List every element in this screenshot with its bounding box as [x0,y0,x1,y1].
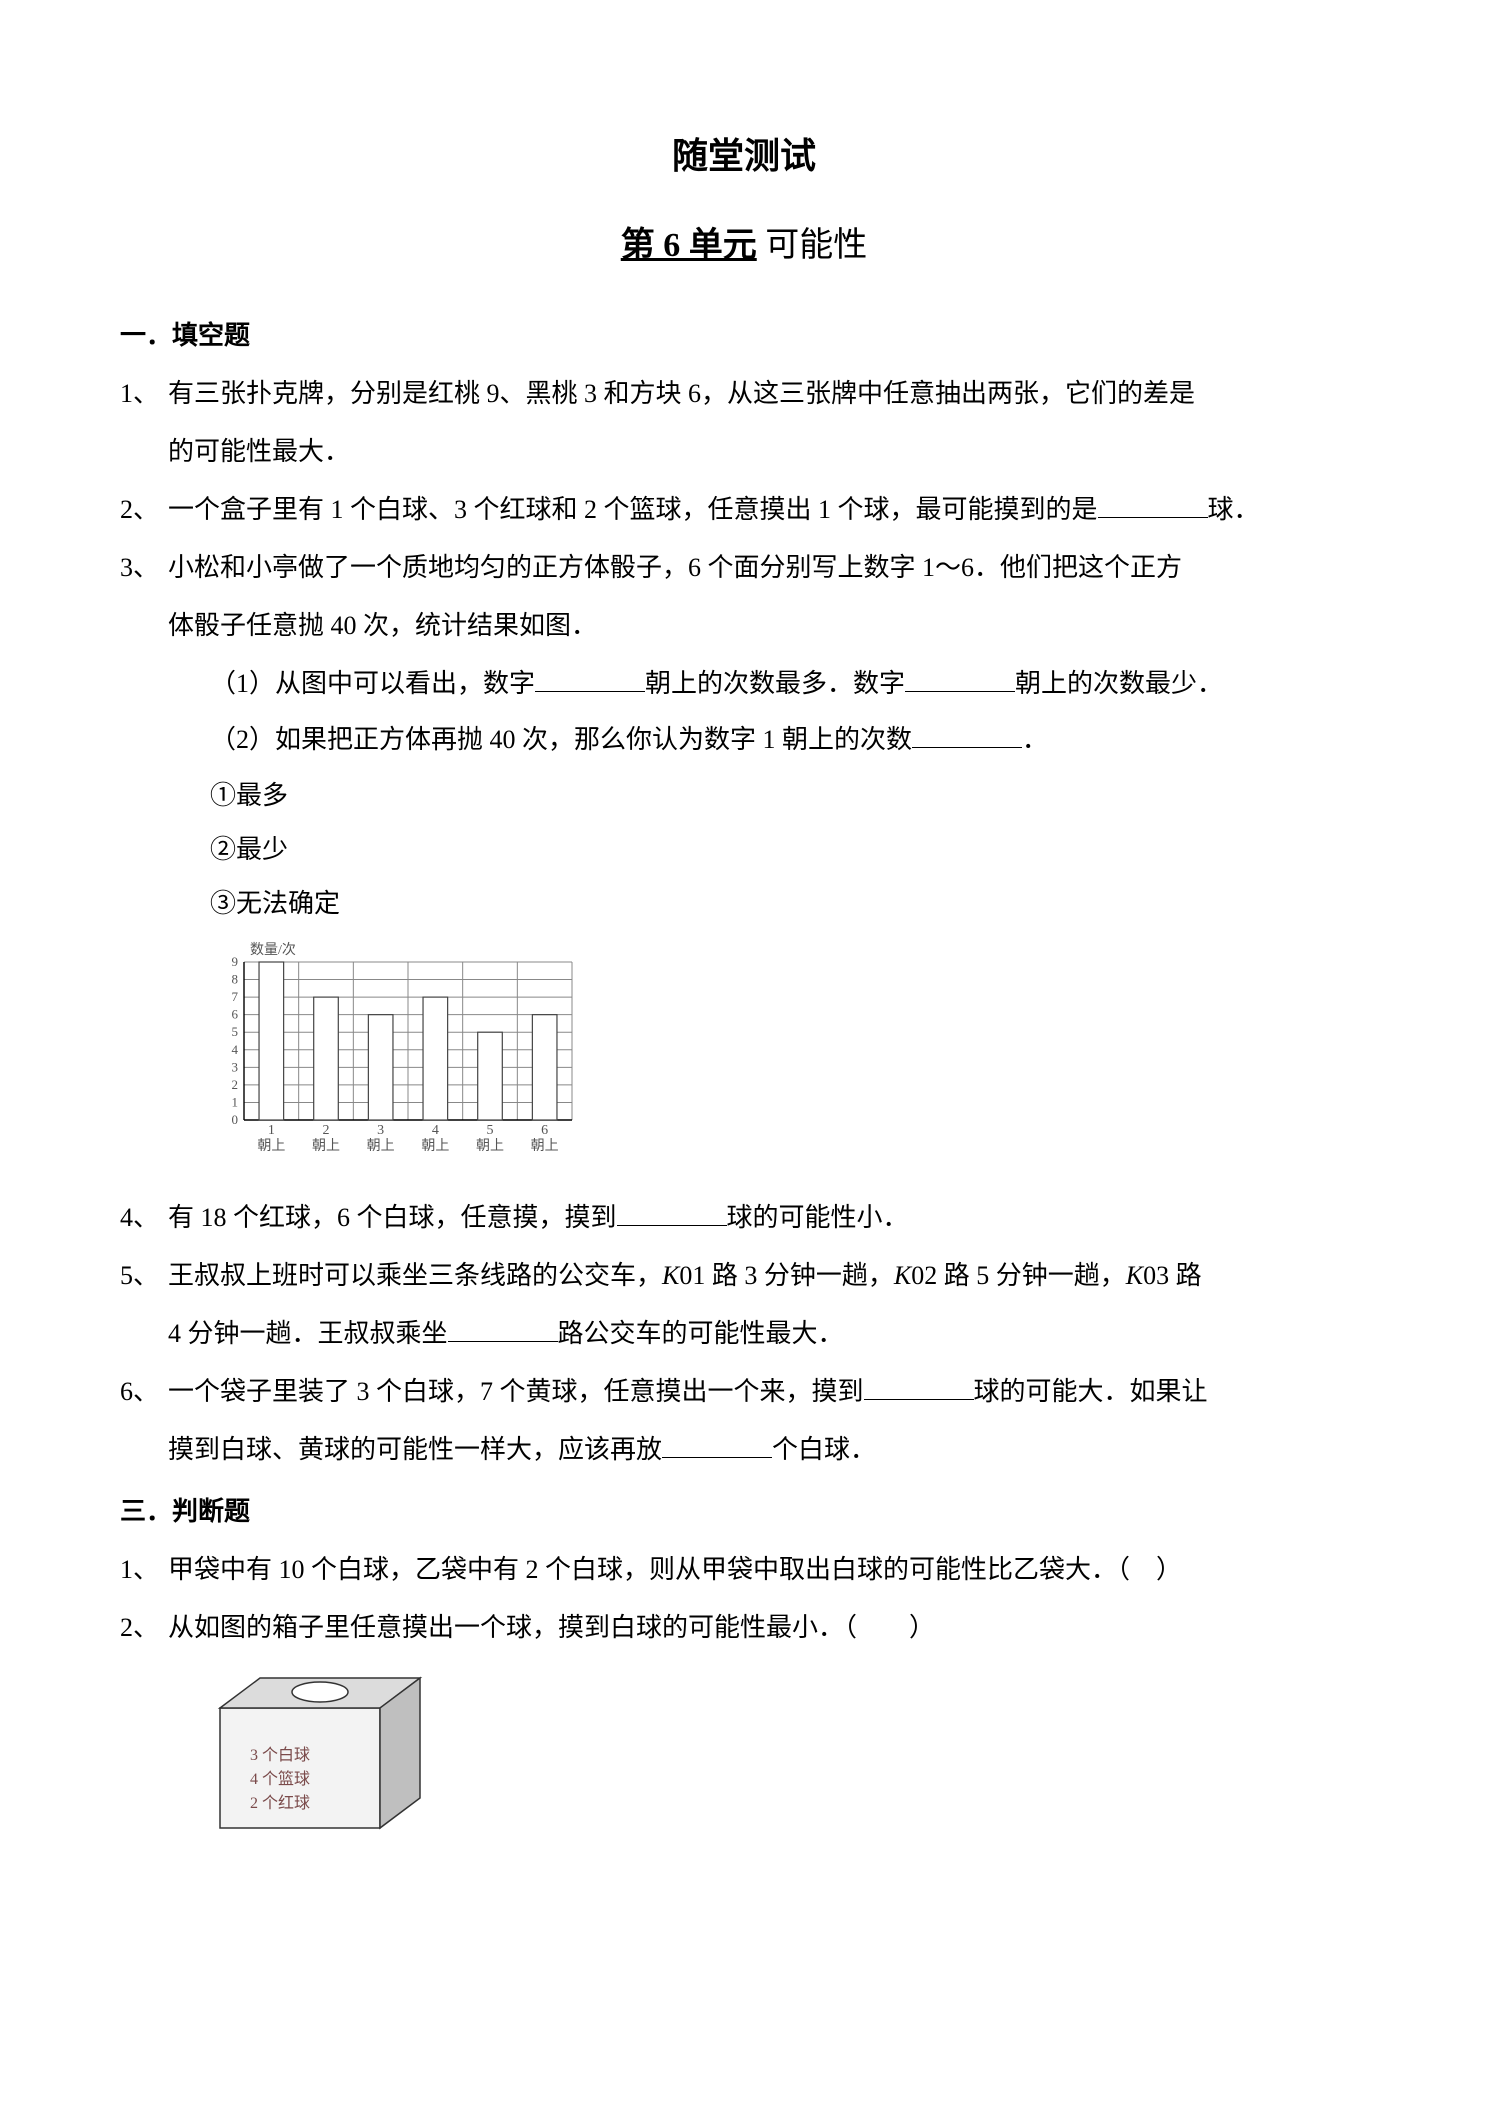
svg-text:朝上: 朝上 [421,1138,449,1154]
bar-chart-svg: 数量/次01234567891朝上2朝上3朝上4朝上5朝上6朝上 [210,940,580,1160]
q5-text-c: 02 路 5 分钟一趟， [911,1261,1126,1290]
q5-k2: K [894,1261,911,1290]
j1-text: 甲袋中有 10 个白球，乙袋中有 2 个白球，则从甲袋中取出白球的可能性比乙袋大… [168,1555,1182,1584]
svg-text:9: 9 [232,954,239,969]
q6-text-b: 球的可能大．如果让 [974,1377,1208,1406]
q5-cont: 4 分钟一趟．王叔叔乘坐 路公交车的可能性最大． [120,1308,1368,1360]
svg-text:1: 1 [232,1094,239,1109]
svg-text:3: 3 [232,1059,239,1074]
q3-opt3: ③无法确定 [120,878,1368,930]
svg-text:3 个白球: 3 个白球 [250,1746,310,1764]
svg-text:数量/次: 数量/次 [250,942,296,958]
q5-text-a: 王叔叔上班时可以乘坐三条线路的公交车， [168,1261,662,1290]
j2-text: 从如图的箱子里任意摸出一个球，摸到白球的可能性最小．（ ） [168,1613,935,1642]
q5-blank[interactable] [448,1316,558,1342]
svg-text:朝上: 朝上 [367,1138,395,1154]
page-title: 随堂测试 [120,120,1368,192]
question-4: 4、 有 18 个红球，6 个白球，任意摸，摸到 球的可能性小． [120,1192,1368,1244]
q1-text-a: 有三张扑克牌，分别是红桃 9、黑桃 3 和方块 6，从这三张牌中任意抽出两张，它… [168,379,1195,408]
q3-cont: 体骰子任意抛 40 次，统计结果如图． [120,600,1368,652]
q3-sub1-b: 朝上的次数最多．数字 [645,669,905,698]
q3-sub2-a: （2）如果把正方体再抛 40 次，那么你认为数字 1 朝上的次数 [210,725,912,754]
q3-text-b: 体骰子任意抛 40 次，统计结果如图． [168,611,597,640]
svg-text:6: 6 [541,1123,548,1138]
q6-number: 6、 [120,1366,159,1418]
q6-text-d: 个白球． [772,1435,876,1464]
q6-text-a: 一个袋子里装了 3 个白球，7 个黄球，任意摸出一个来，摸到 [168,1377,864,1406]
judge-2: 2、 从如图的箱子里任意摸出一个球，摸到白球的可能性最小．（ ） [120,1602,1368,1654]
q6-text-c: 摸到白球、黄球的可能性一样大，应该再放 [168,1435,662,1464]
q3-sub1: （1）从图中可以看出，数字 朝上的次数最多．数字 朝上的次数最少． [120,658,1368,710]
box-svg: 3 个白球 4 个篮球 2 个红球 [210,1668,430,1838]
svg-text:3: 3 [377,1123,384,1138]
j2-number: 2、 [120,1602,159,1654]
q3-text-a: 小松和小亭做了一个质地均匀的正方体骰子，6 个面分别写上数字 1～6．他们把这个… [168,553,1182,582]
box-figure: 3 个白球 4 个篮球 2 个红球 [120,1668,1368,1856]
q5-text-b: 01 路 3 分钟一趟， [679,1261,894,1290]
svg-text:4 个篮球: 4 个篮球 [250,1770,310,1788]
q6-blank-2[interactable] [662,1432,772,1458]
topic-label: 可能性 [757,227,868,264]
q6-cont: 摸到白球、黄球的可能性一样大，应该再放 个白球． [120,1424,1368,1476]
svg-text:5: 5 [487,1123,494,1138]
svg-text:1: 1 [268,1123,275,1138]
q3-sub2: （2）如果把正方体再抛 40 次，那么你认为数字 1 朝上的次数 ． [120,714,1368,766]
q3-sub2-b: ． [1022,725,1048,754]
svg-text:7: 7 [232,989,239,1004]
q1-cont: 的可能性最大． [120,426,1368,478]
q5-text-d: 03 路 [1143,1261,1202,1290]
judge-1: 1、 甲袋中有 10 个白球，乙袋中有 2 个白球，则从甲袋中取出白球的可能性比… [120,1544,1368,1596]
svg-text:朝上: 朝上 [257,1138,285,1154]
svg-text:2 个红球: 2 个红球 [250,1794,310,1812]
q2-text-a: 一个盒子里有 1 个白球、3 个红球和 2 个篮球，任意摸出 1 个球，最可能摸… [168,495,1098,524]
question-5: 5、 王叔叔上班时可以乘坐三条线路的公交车，K01 路 3 分钟一趟，K02 路… [120,1250,1368,1302]
svg-text:5: 5 [232,1024,239,1039]
q1-text-b: 的可能性最大． [168,437,350,466]
section-3-heading: 三．判断题 [120,1486,1368,1538]
q5-number: 5、 [120,1250,159,1302]
q3-blank-2[interactable] [905,666,1015,692]
svg-text:朝上: 朝上 [531,1138,559,1154]
svg-text:2: 2 [232,1077,239,1092]
q2-number: 2、 [120,484,159,536]
svg-text:8: 8 [232,972,239,987]
svg-text:2: 2 [323,1123,330,1138]
q2-text-b: 球． [1208,495,1260,524]
question-3: 3、 小松和小亭做了一个质地均匀的正方体骰子，6 个面分别写上数字 1～6．他们… [120,542,1368,594]
q6-blank-1[interactable] [864,1374,974,1400]
q5-text-f: 路公交车的可能性最大． [558,1319,844,1348]
q3-blank-1[interactable] [535,666,645,692]
q2-blank[interactable] [1098,492,1208,518]
svg-text:朝上: 朝上 [476,1138,504,1154]
q5-text-e: 4 分钟一趟．王叔叔乘坐 [168,1319,448,1348]
page-subtitle: 第 6 单元 可能性 [120,212,1368,280]
q4-number: 4、 [120,1192,159,1244]
svg-text:4: 4 [232,1042,239,1057]
q3-opt2: ②最少 [120,824,1368,876]
q4-text-a: 有 18 个红球，6 个白球，任意摸，摸到 [168,1203,617,1232]
j1-number: 1、 [120,1544,159,1596]
question-1: 1、 有三张扑克牌，分别是红桃 9、黑桃 3 和方块 6，从这三张牌中任意抽出两… [120,368,1368,420]
q5-k1: K [662,1261,679,1290]
q3-opt1: ①最多 [120,770,1368,822]
svg-text:4: 4 [432,1123,439,1138]
q5-k3: K [1126,1261,1143,1290]
unit-label: 第 6 单元 [621,227,757,264]
section-1-heading: 一．填空题 [120,310,1368,362]
question-6: 6、 一个袋子里装了 3 个白球，7 个黄球，任意摸出一个来，摸到 球的可能大．如… [120,1366,1368,1418]
q3-blank-3[interactable] [912,722,1022,748]
svg-text:朝上: 朝上 [312,1138,340,1154]
svg-text:0: 0 [232,1112,239,1127]
svg-text:6: 6 [232,1007,239,1022]
q3-number: 3、 [120,542,159,594]
q3-sub1-a: （1）从图中可以看出，数字 [210,669,535,698]
q3-sub1-c: 朝上的次数最少． [1015,669,1223,698]
q4-text-b: 球的可能性小． [727,1203,909,1232]
question-2: 2、 一个盒子里有 1 个白球、3 个红球和 2 个篮球，任意摸出 1 个球，最… [120,484,1368,536]
q4-blank[interactable] [617,1200,727,1226]
bar-chart: 数量/次01234567891朝上2朝上3朝上4朝上5朝上6朝上 [120,940,1368,1178]
q1-number: 1、 [120,368,159,420]
